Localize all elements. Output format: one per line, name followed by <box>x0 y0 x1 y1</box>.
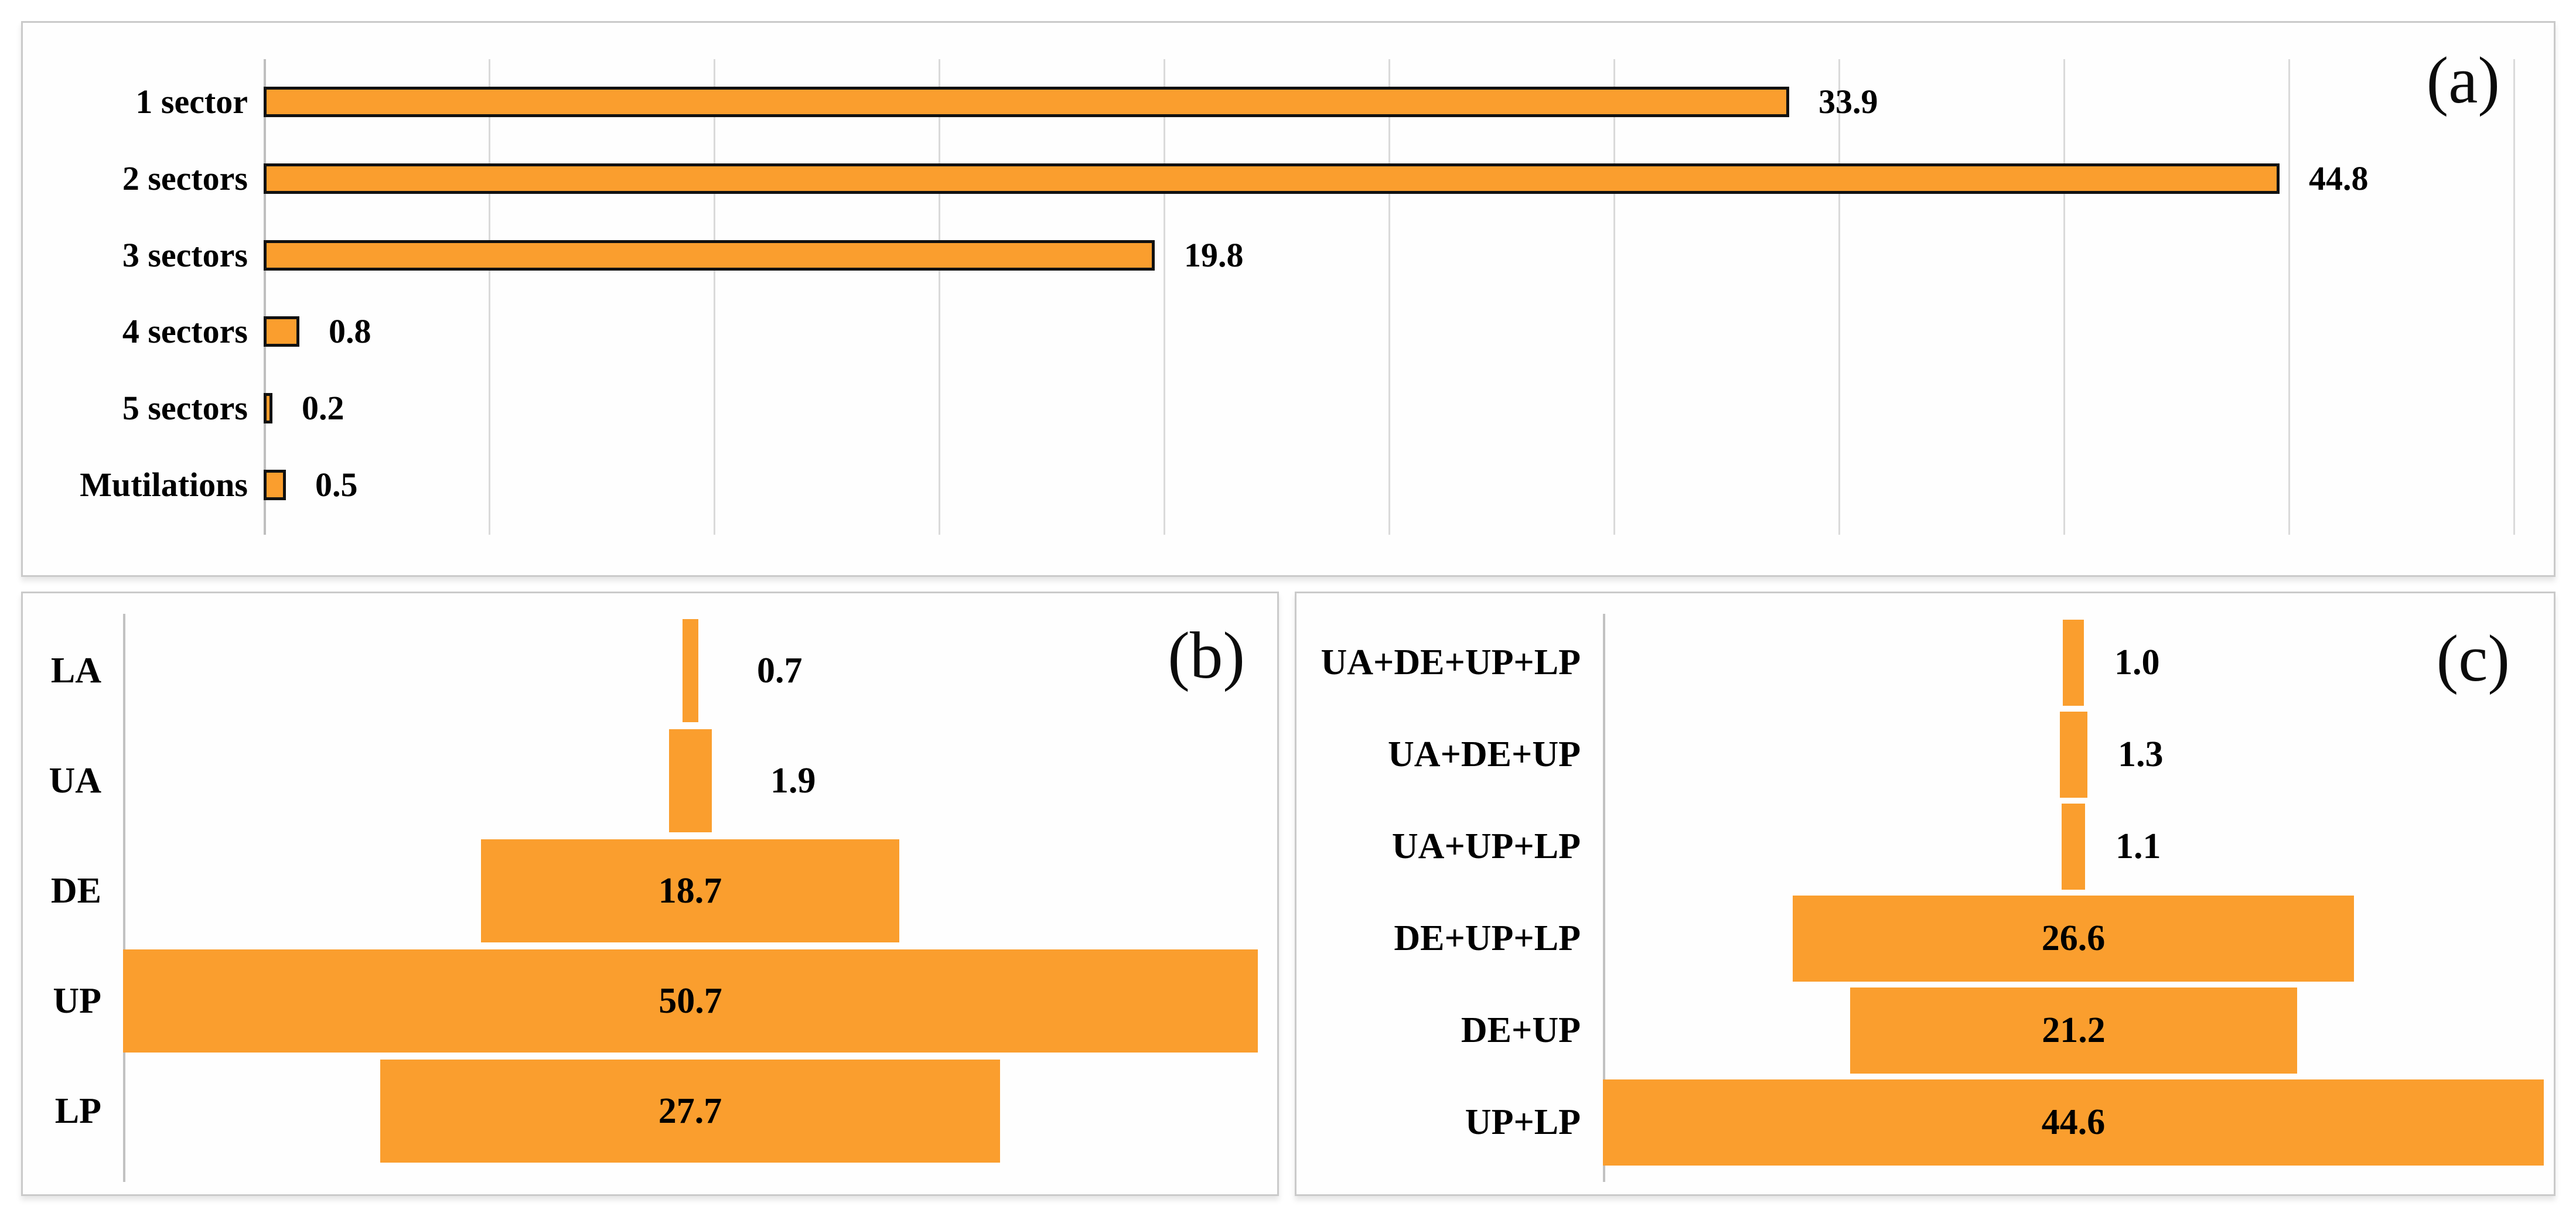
chart-a-axis-line <box>264 59 266 535</box>
panel-a: (a) 1 sector 33.9 2 sectors 44.8 3 sectors 19… <box>21 21 2555 577</box>
value-label-5-sectors: 0.2 <box>302 389 344 427</box>
bar-la <box>683 619 698 722</box>
category-label-ua-de-up-lp: UA+DE+UP+LP <box>1321 643 1581 682</box>
category-label-1-sector: 1 sector <box>135 83 248 121</box>
value-label-mutilations: 0.5 <box>315 466 358 504</box>
value-label-ua: 1.9 <box>770 761 816 801</box>
value-label-la: 0.7 <box>757 651 803 691</box>
bar-up <box>123 949 1258 1053</box>
category-label-up-lp: UP+LP <box>1465 1102 1581 1142</box>
value-label-1-sector: 33.9 <box>1818 83 1878 121</box>
bar-de-up <box>1850 988 2297 1074</box>
value-label-de-up: 21.2 <box>2042 1010 2106 1050</box>
bar-up-lp <box>1603 1079 2544 1166</box>
value-label-2-sectors: 44.8 <box>2309 159 2369 197</box>
category-label-mutilations: Mutilations <box>80 466 248 504</box>
bar-ua-de-up-lp <box>2063 620 2084 706</box>
chart-a-gridlines <box>264 59 2520 535</box>
category-label-3-sectors: 3 sectors <box>122 236 248 274</box>
value-label-3-sectors: 19.8 <box>1184 236 1244 274</box>
panel-c: (c) UA+DE+UP+LP 1.0 UA+DE+UP 1.3 UA+UP+LP 1.1… <box>1295 592 2555 1196</box>
bar-1-sector <box>264 87 1789 117</box>
value-label-lp: 27.7 <box>658 1091 722 1131</box>
value-label-4-sectors: 0.8 <box>329 312 371 350</box>
category-label-de-up: DE+UP <box>1461 1010 1581 1050</box>
bar-3-sectors <box>264 240 1155 271</box>
bar-de <box>481 839 899 942</box>
bar-2-sectors <box>264 163 2280 194</box>
category-label-de: DE <box>50 871 101 911</box>
panel-c-letter: (c) <box>2436 622 2510 695</box>
category-label-5-sectors: 5 sectors <box>122 389 248 427</box>
chart-b-axis-line <box>123 614 125 1182</box>
category-label-4-sectors: 4 sectors <box>122 312 248 350</box>
chart-c-axis-line <box>1603 614 1605 1182</box>
bar-de-up-lp <box>1793 896 2354 982</box>
bar-5-sectors <box>264 393 272 423</box>
category-label-la: LA <box>50 651 101 691</box>
panel-a-letter: (a) <box>2426 44 2500 117</box>
bar-mutilations <box>264 470 286 500</box>
bar-4-sectors <box>264 316 299 347</box>
value-label-ua-up-lp: 1.1 <box>2116 826 2161 866</box>
category-label-ua: UA <box>49 761 101 801</box>
bar-ua-up-lp <box>2062 804 2085 890</box>
category-label-ua-up-lp: UA+UP+LP <box>1391 826 1581 866</box>
category-label-lp: LP <box>54 1091 101 1131</box>
value-label-up-lp: 44.6 <box>2041 1102 2106 1142</box>
category-label-de-up-lp: DE+UP+LP <box>1394 918 1581 958</box>
panel-b-letter: (b) <box>1168 619 1245 692</box>
value-label-de: 18.7 <box>658 871 722 911</box>
category-label-ua-de-up: UA+DE+UP <box>1388 734 1581 774</box>
bar-lp <box>380 1060 1000 1163</box>
value-label-ua-de-up-lp: 1.0 <box>2114 643 2160 682</box>
value-label-ua-de-up: 1.3 <box>2118 734 2164 774</box>
bar-ua-de-up <box>2060 712 2087 798</box>
category-label-up: UP <box>53 981 101 1021</box>
bar-ua <box>669 729 712 832</box>
value-label-de-up-lp: 26.6 <box>2041 918 2106 958</box>
category-label-2-sectors: 2 sectors <box>122 159 248 197</box>
value-label-up: 50.7 <box>658 981 722 1021</box>
panel-b: (b) LA 0.7 UA 1.9 DE 18.7 UP 50.7 LP 27.7 <box>21 592 1279 1196</box>
